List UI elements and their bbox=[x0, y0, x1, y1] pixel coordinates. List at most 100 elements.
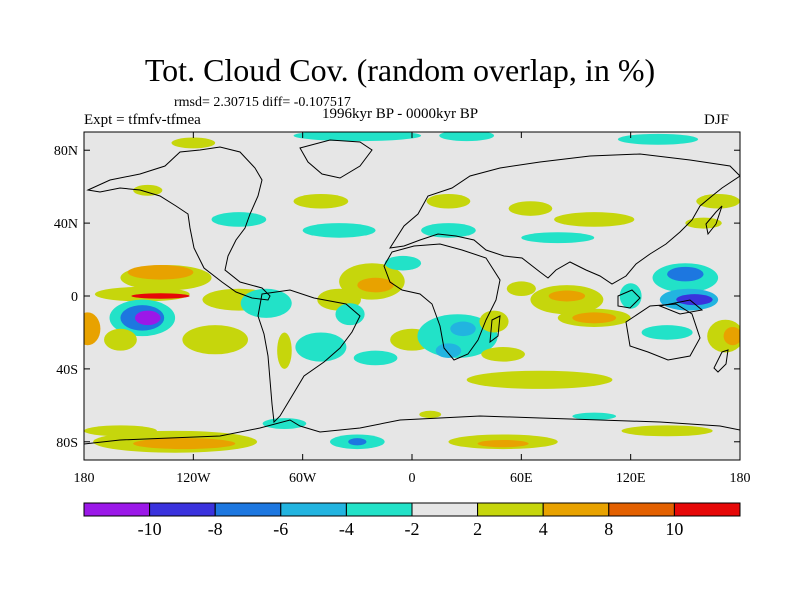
coastline-new-guinea bbox=[658, 299, 704, 315]
coastline-greenland bbox=[299, 139, 373, 179]
anomaly-patch-34 bbox=[667, 266, 704, 282]
map-title: Tot. Cloud Cov. (random overlap, in %) bbox=[144, 52, 656, 88]
lon-tick-label: 180 bbox=[74, 471, 95, 486]
colorbar-swatch bbox=[411, 502, 479, 517]
colorbar-swatch bbox=[673, 502, 741, 517]
anomaly-patch-58 bbox=[262, 418, 307, 430]
colorbar-label: -2 bbox=[405, 519, 420, 539]
coastline-north-america bbox=[86, 146, 271, 301]
anomaly-patch-45 bbox=[302, 223, 376, 238]
lat-ticks: 80N 40N 0 40S 80S bbox=[54, 144, 740, 451]
anomaly-patch-30 bbox=[572, 312, 617, 324]
coastlines bbox=[84, 139, 740, 445]
lon-tick-label: 60W bbox=[289, 471, 317, 486]
anomaly-patch-13 bbox=[335, 303, 365, 326]
anomaly-patch-53 bbox=[133, 184, 163, 196]
colorbar-label: -4 bbox=[339, 519, 354, 539]
anomaly-patch-48 bbox=[293, 132, 422, 142]
colorbar-swatch bbox=[477, 502, 544, 517]
coastline-eurasia bbox=[388, 153, 740, 285]
anomaly-patch-61 bbox=[419, 410, 442, 419]
lon-ticks: 180 120W 60W 0 60E 120E 180 bbox=[74, 132, 751, 486]
lat-tick-label: 80N bbox=[54, 144, 78, 159]
anomaly-patch-1 bbox=[127, 265, 194, 280]
anomaly-patch-56 bbox=[133, 438, 236, 450]
colorbar-swatch bbox=[542, 502, 610, 517]
anomaly-patch-43 bbox=[293, 193, 349, 209]
season-label: DJF bbox=[704, 112, 730, 128]
colorbar-label: 2 bbox=[473, 519, 482, 539]
anomaly-patch-28 bbox=[548, 290, 586, 302]
coastline-antarctica bbox=[84, 415, 740, 445]
coastline-borneo bbox=[617, 289, 641, 309]
colorbar-label: 10 bbox=[665, 519, 683, 539]
colorbar-swatch bbox=[608, 502, 675, 517]
lat-tick-label: 80S bbox=[56, 436, 78, 451]
anomaly-patch-42 bbox=[426, 193, 471, 209]
period-label: 1996kyr BP - 0000kyr BP bbox=[322, 106, 479, 122]
anomaly-patch-47 bbox=[521, 232, 595, 244]
anomaly-patch-40 bbox=[554, 212, 635, 227]
experiment-label: Expt = tfmfv-tfmea bbox=[84, 112, 201, 128]
anomaly-patch-20 bbox=[353, 350, 398, 366]
lon-tick-label: 120W bbox=[176, 471, 211, 486]
colorbar-label: -8 bbox=[208, 519, 223, 539]
lat-tick-label: 40S bbox=[56, 363, 78, 378]
colorbar: -10 -8 -6 -4 -2 2 4 8 10 bbox=[83, 502, 741, 539]
anomaly-patch-31 bbox=[466, 370, 613, 389]
anomaly-patch-24 bbox=[479, 310, 509, 333]
anomaly-patch-25 bbox=[481, 347, 525, 362]
stats-label: rmsd= 2.30715 diff= -0.107517 bbox=[174, 95, 351, 110]
coastline-africa bbox=[383, 243, 501, 361]
anomaly-patch-8 bbox=[104, 328, 137, 351]
anomaly-patch-49 bbox=[439, 132, 494, 142]
colorbar-label: -6 bbox=[273, 519, 288, 539]
lon-tick-label: 0 bbox=[409, 471, 416, 486]
anomaly-patch-51 bbox=[171, 137, 216, 149]
anomaly-patch-64 bbox=[621, 425, 713, 437]
lat-tick-label: 0 bbox=[71, 290, 78, 305]
anomaly-patch-15 bbox=[357, 277, 394, 293]
colorbar-swatch bbox=[280, 502, 347, 517]
anomaly-patch-44 bbox=[211, 212, 267, 227]
anomaly-patch-60 bbox=[348, 438, 367, 446]
coastline-madagascar bbox=[489, 315, 501, 344]
anomaly-patch-41 bbox=[508, 201, 553, 216]
anomaly-patch-46 bbox=[421, 223, 476, 238]
colorbar-label: 4 bbox=[539, 519, 548, 539]
anomaly-patch-18 bbox=[384, 255, 422, 271]
colorbar-label: -10 bbox=[138, 519, 162, 539]
lon-tick-label: 120E bbox=[616, 471, 646, 486]
lon-tick-label: 180 bbox=[730, 471, 751, 486]
anomaly-patch-54 bbox=[685, 217, 722, 229]
anomaly-patch-6 bbox=[135, 310, 161, 326]
anomaly-patch-9 bbox=[182, 325, 248, 355]
anomaly-patch-57 bbox=[84, 425, 157, 437]
anomaly-patch-39 bbox=[723, 326, 740, 346]
coastline-japan bbox=[705, 205, 723, 236]
anomaly-layer bbox=[84, 132, 740, 453]
coastline-south-america bbox=[257, 289, 361, 424]
anomaly-patch-37 bbox=[641, 325, 693, 340]
anomaly-patch-22 bbox=[450, 321, 476, 337]
anomaly-patch-63 bbox=[477, 439, 529, 448]
lat-tick-label: 40N bbox=[54, 217, 78, 232]
anomaly-patch-16 bbox=[295, 332, 347, 362]
anomaly-patch-3 bbox=[131, 293, 190, 299]
coastline-new-zealand bbox=[713, 349, 729, 373]
colorbar-label: 8 bbox=[604, 519, 613, 539]
colorbar-swatch bbox=[214, 502, 282, 517]
anomaly-patch-65 bbox=[572, 412, 617, 420]
colorbar-swatch bbox=[345, 502, 413, 517]
colorbar-swatch bbox=[149, 502, 216, 517]
anomaly-patch-17 bbox=[277, 332, 292, 369]
anomaly-patch-50 bbox=[617, 133, 699, 145]
colorbar-swatch bbox=[83, 502, 151, 517]
anomaly-patch-52 bbox=[696, 193, 740, 209]
anomaly-patch-11 bbox=[240, 288, 292, 318]
anomaly-patch-36 bbox=[676, 294, 713, 306]
lon-tick-label: 60E bbox=[510, 471, 533, 486]
anomaly-patch-7 bbox=[84, 312, 101, 346]
anomaly-patch-26 bbox=[506, 281, 536, 297]
